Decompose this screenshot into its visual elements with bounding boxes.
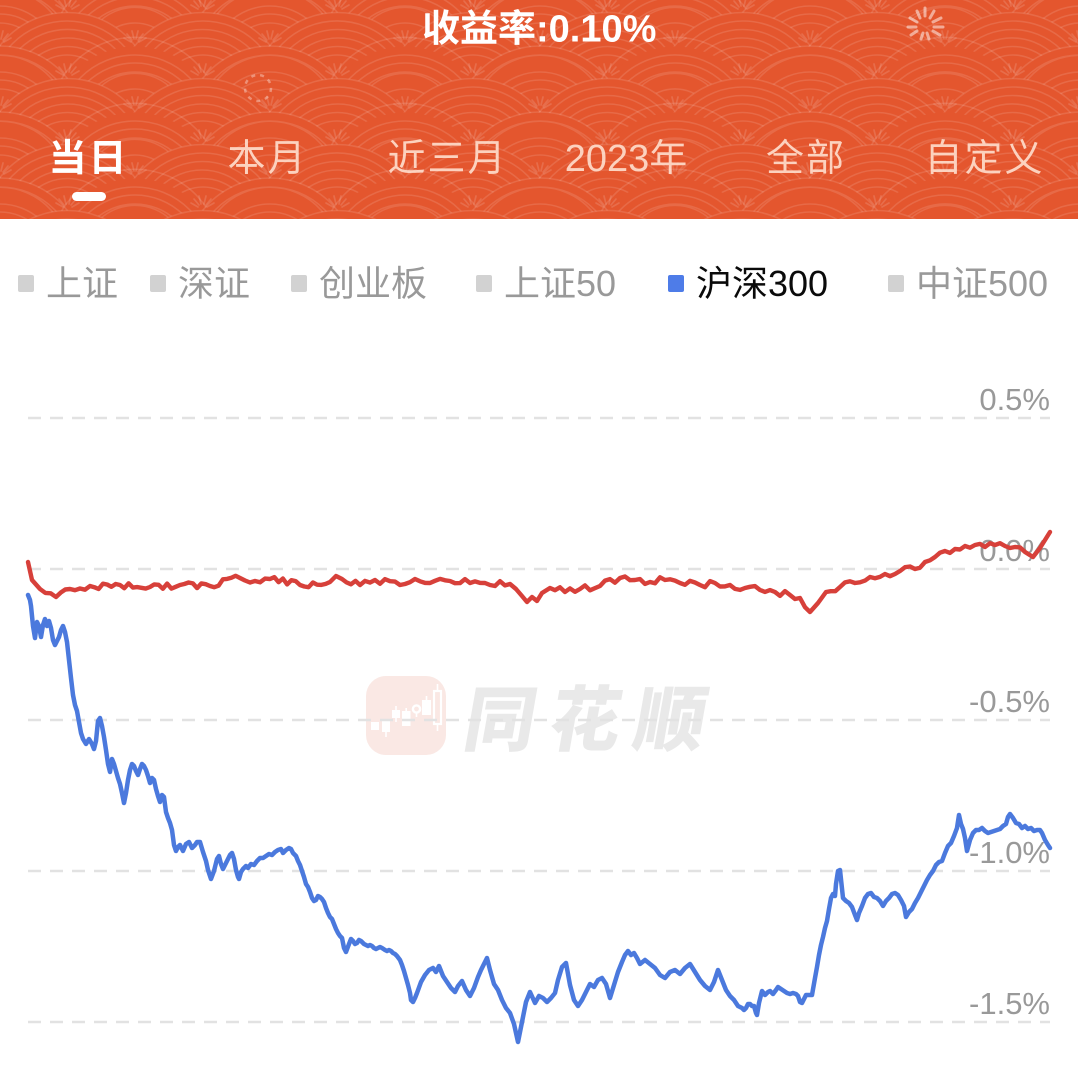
- svg-text:-1.5%: -1.5%: [969, 986, 1050, 1021]
- svg-text:300: 300: [768, 263, 828, 304]
- svg-text:-0.5%: -0.5%: [969, 684, 1050, 719]
- svg-text:50: 50: [576, 263, 616, 304]
- svg-text:2023: 2023: [565, 138, 650, 180]
- svg-text::0.10%: :0.10%: [536, 9, 656, 51]
- svg-text:-1.0%: -1.0%: [969, 835, 1050, 870]
- svg-text:0.5%: 0.5%: [979, 382, 1050, 417]
- svg-text:500: 500: [988, 263, 1048, 304]
